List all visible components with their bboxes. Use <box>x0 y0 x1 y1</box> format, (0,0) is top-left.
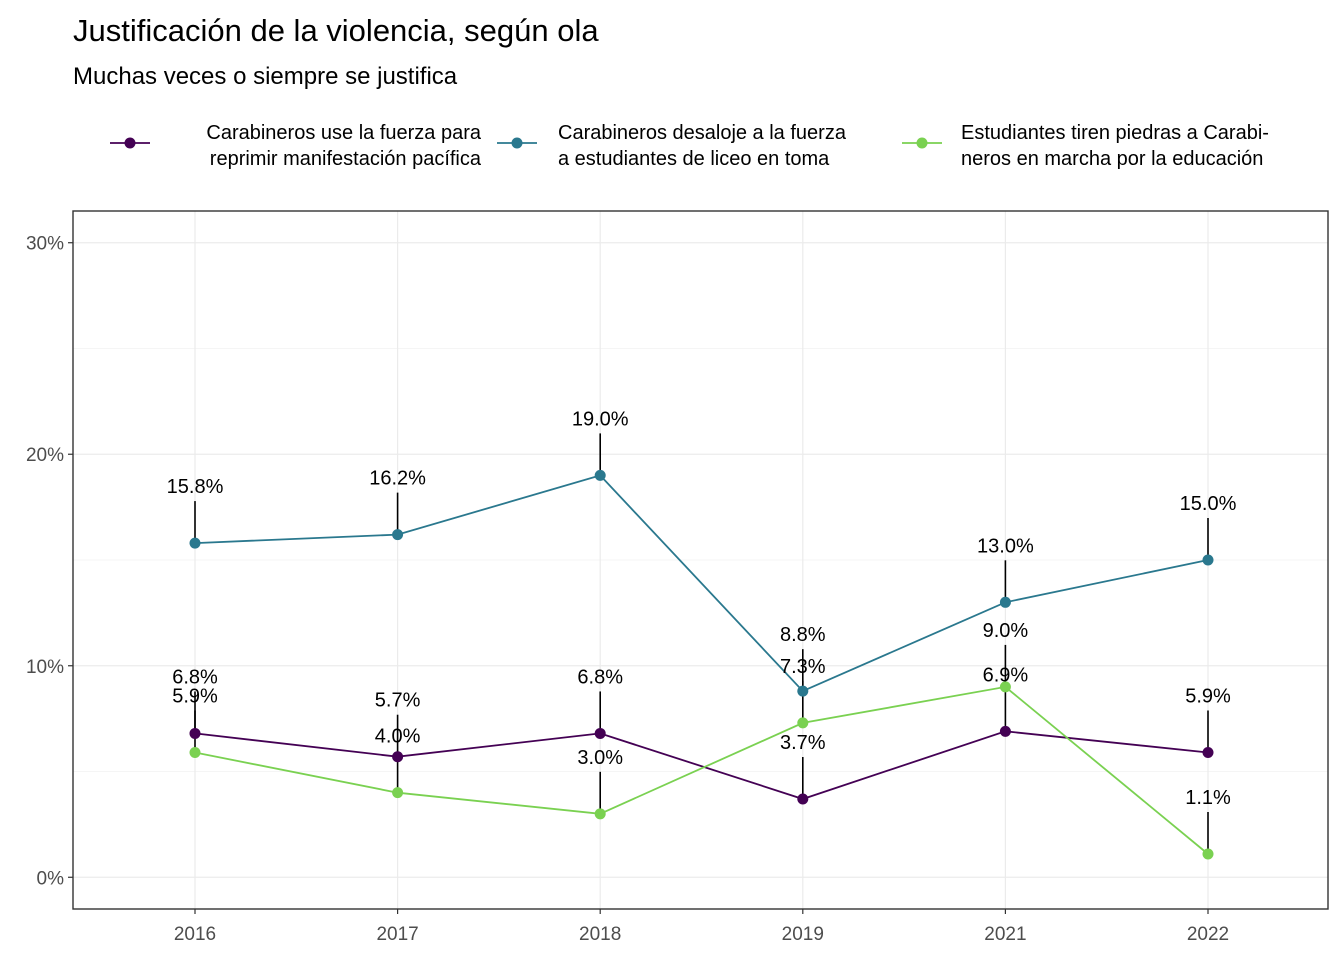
data-label: 19.0% <box>572 408 629 430</box>
chart-subtitle: Muchas veces o siempre se justifica <box>73 63 458 90</box>
data-label: 4.0% <box>375 726 421 748</box>
legend-key-point <box>916 137 928 149</box>
data-label: 5.9% <box>1185 685 1231 707</box>
data-point <box>999 596 1011 608</box>
data-point <box>999 681 1011 693</box>
data-point <box>392 787 404 799</box>
plot-panel <box>72 210 1329 910</box>
data-label: 1.1% <box>1185 787 1231 809</box>
data-point <box>594 469 606 481</box>
data-point <box>189 746 201 758</box>
x-tick-label: 2018 <box>579 924 621 945</box>
data-point <box>392 529 404 541</box>
data-label: 6.8% <box>577 666 623 688</box>
data-label: 5.7% <box>375 690 421 712</box>
x-tick-label: 2016 <box>174 924 216 945</box>
data-label: 15.0% <box>1180 493 1237 515</box>
series-line <box>194 685 1209 855</box>
x-axis: 2016 2017 2018 2019 2021 2022 <box>174 909 1229 945</box>
data-point <box>999 725 1011 737</box>
series-lines <box>194 474 1209 855</box>
x-tick-label: 2022 <box>1187 924 1229 945</box>
legend-label: Estudiantes tiren piedras a Carabi- <box>961 122 1269 144</box>
data-label: 16.2% <box>369 468 426 490</box>
data-point <box>797 717 809 729</box>
data-label: 6.9% <box>983 664 1029 686</box>
data-label: 3.7% <box>780 732 826 754</box>
y-axis: 0% 10% 20% 30% <box>26 234 73 889</box>
legend-label: a estudiantes de liceo en toma <box>558 148 830 170</box>
data-point <box>594 808 606 820</box>
legend-label: neros en marcha por la educación <box>961 148 1263 170</box>
data-label: 7.3% <box>780 656 826 678</box>
data-label: 5.9% <box>172 685 218 707</box>
data-points <box>189 469 1214 860</box>
label-leader-lines <box>194 433 1209 855</box>
legend-key-point <box>511 137 523 149</box>
data-label: 13.0% <box>977 535 1034 557</box>
legend-label: Carabineros use la fuerza para <box>206 122 481 144</box>
y-tick-label: 10% <box>26 657 64 678</box>
data-point <box>1202 554 1214 566</box>
data-label: 3.0% <box>577 747 623 769</box>
data-label: 6.8% <box>172 666 218 688</box>
x-tick-label: 2021 <box>984 924 1026 945</box>
legend-key-point <box>124 137 136 149</box>
series-line <box>194 474 1209 693</box>
minor-gridlines <box>73 348 1328 772</box>
data-point <box>1202 848 1214 860</box>
legend: Carabineros use la fuerza para reprimir m… <box>110 122 1269 170</box>
y-tick-label: 20% <box>26 445 64 466</box>
data-point <box>189 537 201 549</box>
x-tick-label: 2019 <box>782 924 824 945</box>
data-point <box>1202 746 1214 758</box>
legend-label: reprimir manifestación pacífica <box>210 148 482 170</box>
data-labels: 6.8% 5.7% 6.8% 3.7% 6.9% 5.9% 15.8% 16.2% 19.0% 8… <box>167 408 1237 809</box>
y-tick-label: 0% <box>37 868 65 889</box>
data-label: 9.0% <box>983 620 1029 642</box>
chart-title: Justificación de la violencia, según ola <box>73 13 599 48</box>
y-tick-label: 30% <box>26 234 64 255</box>
data-point <box>797 685 809 697</box>
data-point <box>797 793 809 805</box>
legend-label: Carabineros desaloje a la fuerza <box>558 122 847 144</box>
data-point <box>189 727 201 739</box>
x-tick-label: 2017 <box>376 924 418 945</box>
data-label: 15.8% <box>167 476 224 498</box>
data-point <box>392 751 404 763</box>
series-line <box>194 730 1209 800</box>
data-point <box>594 727 606 739</box>
data-label: 8.8% <box>780 624 826 646</box>
